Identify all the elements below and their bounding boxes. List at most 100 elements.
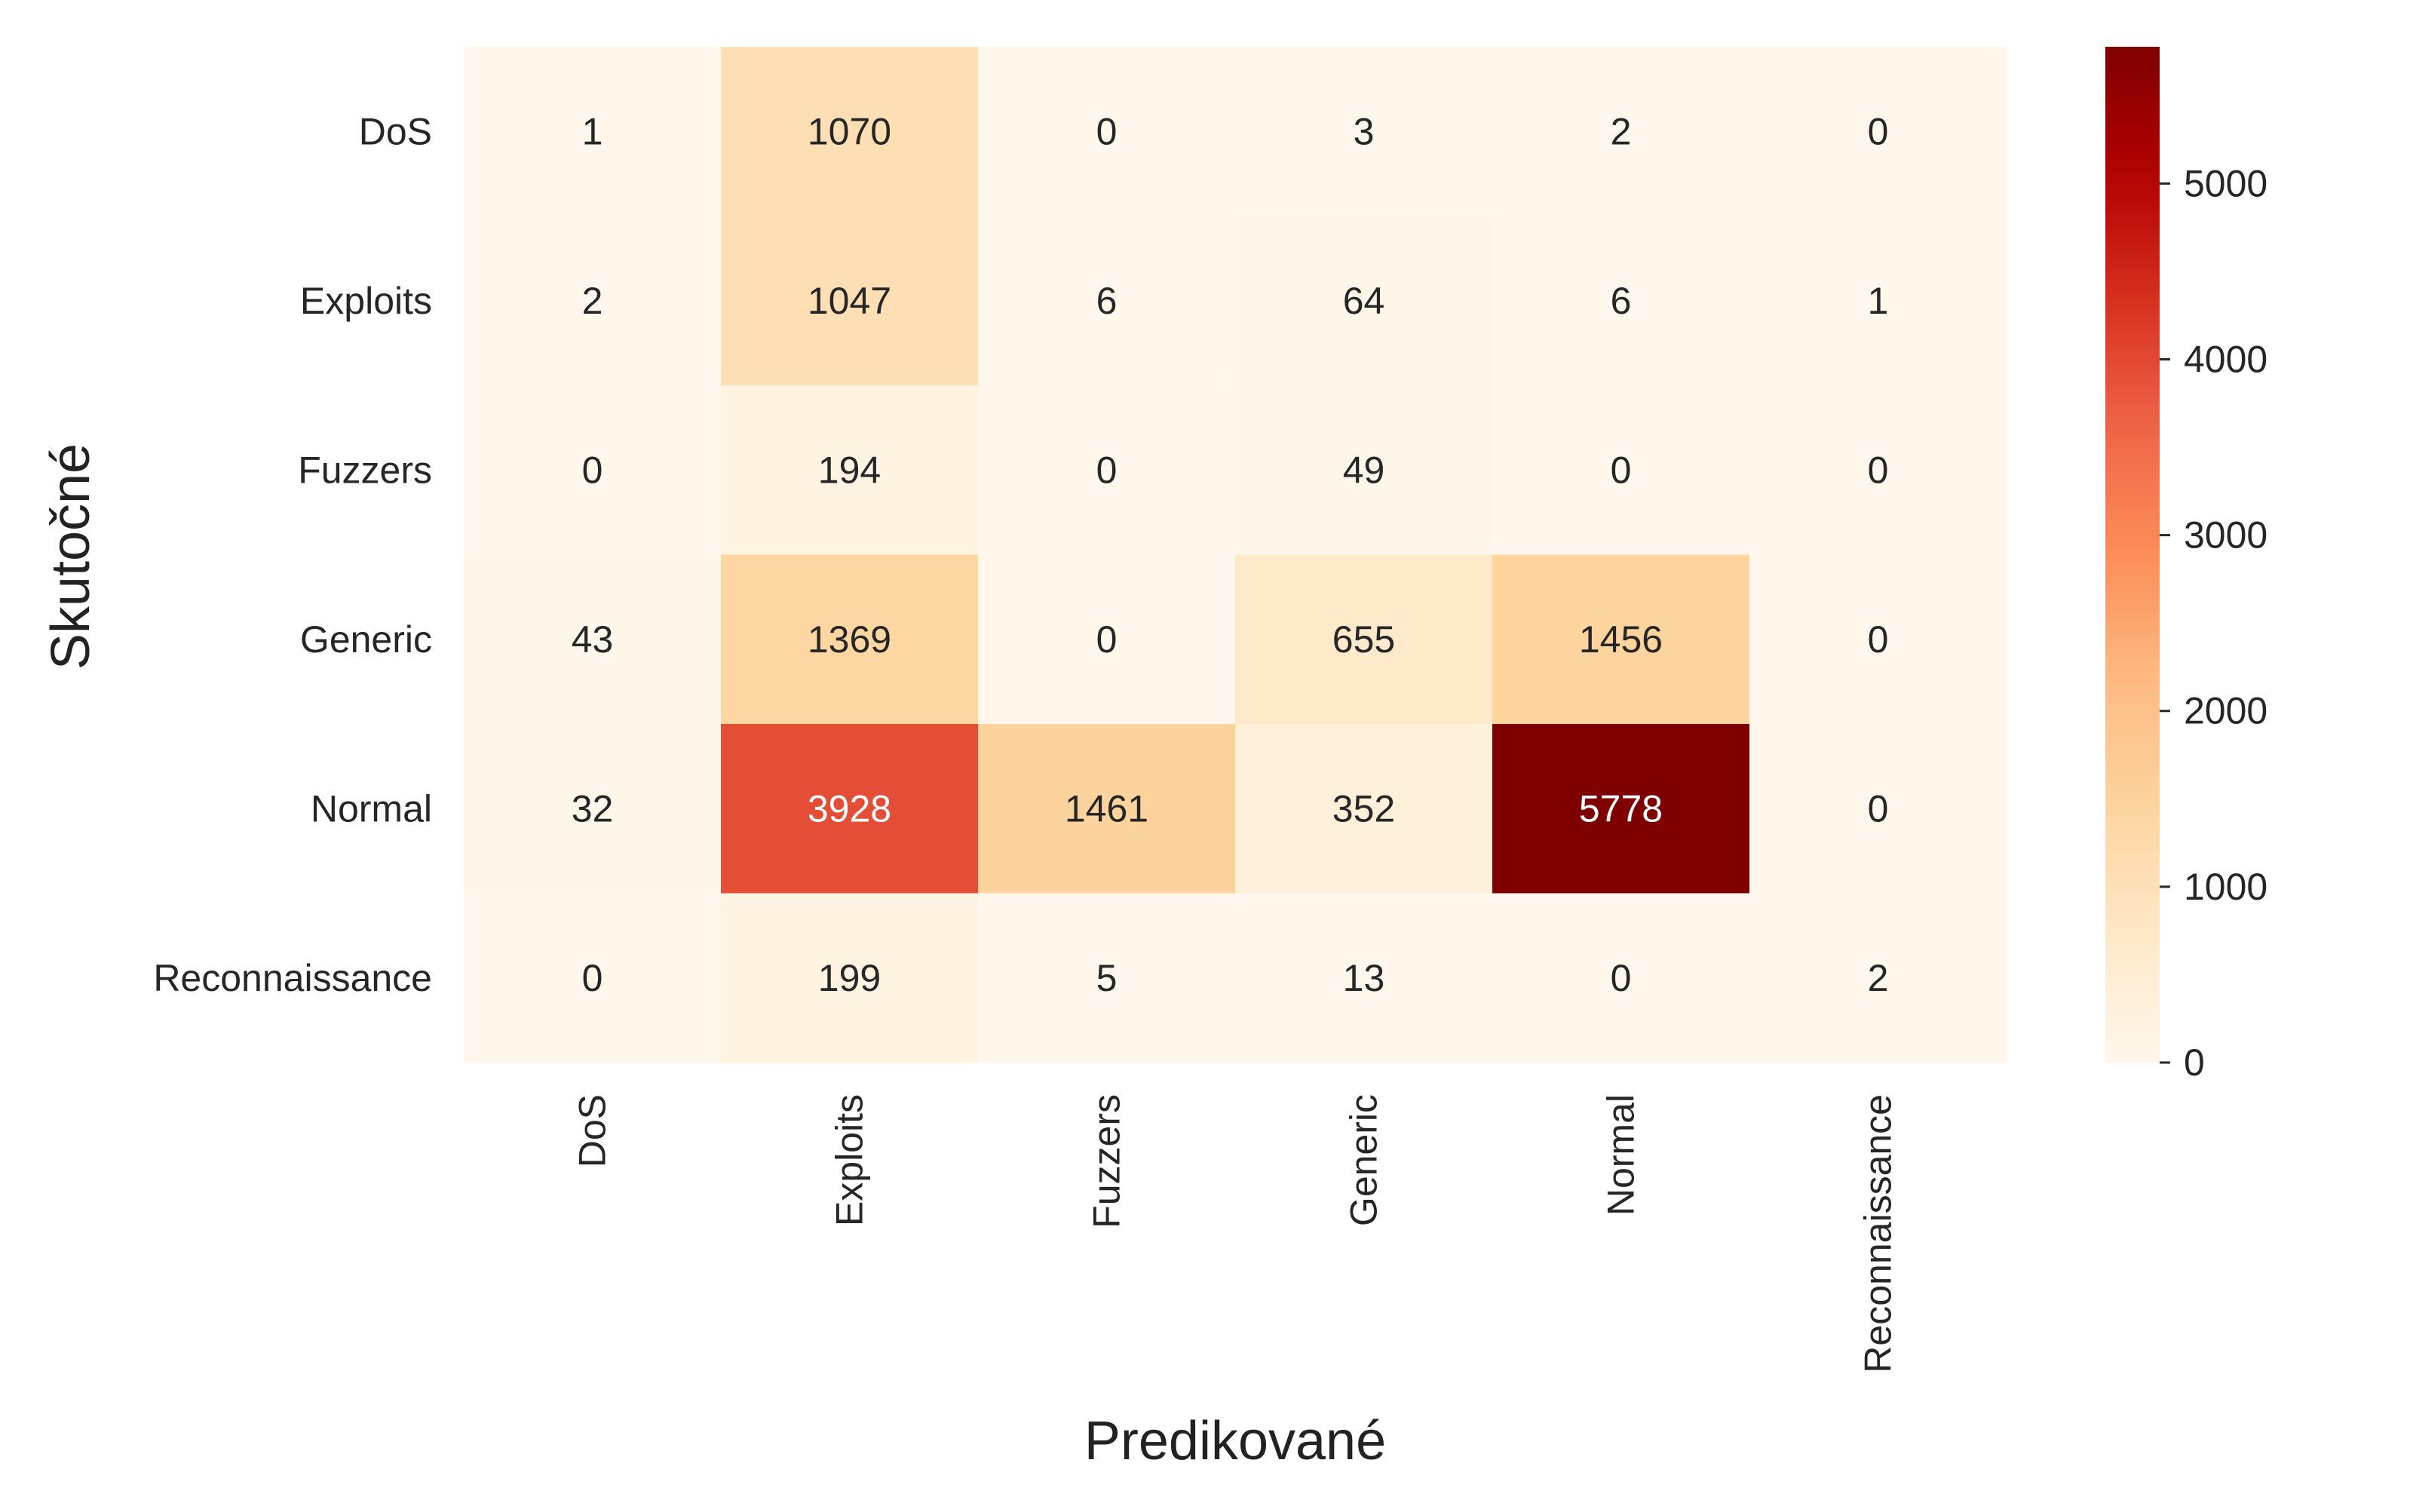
cell-value-2-3: 49 bbox=[1343, 449, 1385, 491]
colorbar-tick-label-0: 0 bbox=[2184, 1041, 2205, 1084]
colorbar-tick-label-4: 4000 bbox=[2184, 338, 2267, 380]
y-tick-label-0: DoS bbox=[359, 110, 432, 152]
cell-value-1-3: 64 bbox=[1343, 280, 1385, 322]
heatmap-cell-5-0 bbox=[464, 893, 722, 1063]
colorbar: 0 1000 2000 3000 4000 5000 bbox=[2105, 47, 2267, 1084]
heatmap-cell-5-4 bbox=[1492, 893, 1750, 1063]
heatmap-cell-5-3 bbox=[1235, 893, 1493, 1063]
heatmap-cell-1-1 bbox=[721, 216, 979, 386]
heatmap-cell-0-4 bbox=[1492, 47, 1750, 217]
cell-value-0-0: 1 bbox=[582, 110, 603, 152]
heatmap-cell-1-5 bbox=[1749, 216, 2007, 386]
heatmap-cell-2-5 bbox=[1749, 385, 2007, 556]
heatmap-cell-3-2 bbox=[978, 554, 1236, 725]
heatmap-cell-1-0 bbox=[464, 216, 722, 386]
x-tick-label-1: Exploits bbox=[829, 1094, 871, 1226]
heatmap-cell-3-1 bbox=[721, 554, 979, 725]
x-tick-labels: DoS Exploits Fuzzers Generic Normal Reconnais… bbox=[572, 1094, 1899, 1373]
heatmap-cell-4-4 bbox=[1492, 724, 1750, 894]
heatmap-cell-2-1 bbox=[721, 385, 979, 556]
x-tick-label-5: Reconnaissance bbox=[1857, 1094, 1899, 1373]
cell-value-5-4: 0 bbox=[1611, 957, 1632, 999]
cell-value-2-2: 0 bbox=[1096, 449, 1118, 491]
heatmap-cell-5-2 bbox=[978, 893, 1236, 1063]
cell-value-0-4: 2 bbox=[1611, 110, 1632, 152]
cell-value-3-3: 655 bbox=[1332, 618, 1395, 661]
colorbar-tick-label-3: 3000 bbox=[2184, 514, 2267, 557]
cell-value-1-1: 1047 bbox=[808, 280, 891, 322]
cell-value-5-1: 199 bbox=[818, 957, 881, 999]
cell-value-5-5: 2 bbox=[1868, 957, 1889, 999]
heatmap-cell-2-4 bbox=[1492, 385, 1750, 556]
cell-value-1-2: 6 bbox=[1096, 280, 1118, 322]
heatmap-cell-3-5 bbox=[1749, 554, 2007, 725]
y-tick-labels: DoS Exploits Fuzzers Generic Normal Reconnais… bbox=[153, 110, 432, 999]
cell-value-4-2: 1461 bbox=[1065, 787, 1148, 830]
heatmap-cell-0-5 bbox=[1749, 47, 2007, 217]
y-tick-label-2: Fuzzers bbox=[298, 449, 432, 491]
y-tick-label-3: Generic bbox=[300, 618, 432, 661]
heatmap-cell-2-0 bbox=[464, 385, 722, 556]
cell-annotations: 1 1070 0 3 2 02 1047 6 64 6 10 194 0 49 0 043 1369 0 655 14… bbox=[572, 110, 1889, 999]
cell-value-4-5: 0 bbox=[1868, 787, 1889, 830]
heatmap-cell-0-1 bbox=[721, 47, 979, 217]
cell-value-1-4: 6 bbox=[1611, 280, 1632, 322]
heatmap-cell-4-0 bbox=[464, 724, 722, 894]
heatmap-cell-1-3 bbox=[1235, 216, 1493, 386]
x-tick-label-3: Generic bbox=[1343, 1094, 1385, 1226]
cell-value-2-5: 0 bbox=[1868, 449, 1889, 491]
cell-value-1-5: 1 bbox=[1868, 280, 1889, 322]
heatmap-cell-0-3 bbox=[1235, 47, 1493, 217]
heatmap-cell-1-2 bbox=[978, 216, 1236, 386]
cell-value-2-1: 194 bbox=[818, 449, 881, 491]
cell-value-0-3: 3 bbox=[1354, 110, 1375, 152]
cell-value-3-0: 43 bbox=[572, 618, 614, 661]
heatmap-cell-1-4 bbox=[1492, 216, 1750, 386]
heatmap-cell-3-3 bbox=[1235, 554, 1493, 725]
colorbar-tick-label-5: 5000 bbox=[2184, 162, 2267, 204]
cell-value-5-0: 0 bbox=[582, 957, 603, 999]
heatmap-cell-0-0 bbox=[464, 47, 722, 217]
colorbar-gradient bbox=[2105, 47, 2160, 1063]
colorbar-tick-label-1: 1000 bbox=[2184, 866, 2267, 908]
heatmap-cell-4-5 bbox=[1749, 724, 2007, 894]
cell-value-3-1: 1369 bbox=[808, 618, 891, 661]
heatmap-cell-3-4 bbox=[1492, 554, 1750, 725]
heatmap-cells bbox=[464, 47, 2007, 1063]
heatmap-cell-0-2 bbox=[978, 47, 1236, 217]
cell-value-4-1: 3928 bbox=[808, 787, 891, 830]
heatmap-cell-4-3 bbox=[1235, 724, 1493, 894]
heatmap-cell-4-2 bbox=[978, 724, 1236, 894]
cell-value-3-4: 1456 bbox=[1579, 618, 1663, 661]
y-tick-label-4: Normal bbox=[311, 787, 432, 830]
heatmap-cell-4-1 bbox=[721, 724, 979, 894]
y-axis-label: Skutočné bbox=[41, 443, 101, 670]
heatmap-cell-5-1 bbox=[721, 893, 979, 1063]
x-axis-label: Predikované bbox=[1084, 1411, 1386, 1471]
cell-value-0-2: 0 bbox=[1096, 110, 1118, 152]
cell-value-3-2: 0 bbox=[1096, 618, 1118, 661]
cell-value-3-5: 0 bbox=[1868, 618, 1889, 661]
x-tick-label-4: Normal bbox=[1600, 1094, 1642, 1216]
heatmap-cell-5-5 bbox=[1749, 893, 2007, 1063]
cell-value-2-0: 0 bbox=[582, 449, 603, 491]
cell-value-4-3: 352 bbox=[1332, 787, 1395, 830]
heatmap-cell-2-2 bbox=[978, 385, 1236, 556]
cell-value-0-5: 0 bbox=[1868, 110, 1889, 152]
y-tick-label-1: Exploits bbox=[300, 280, 432, 322]
cell-value-5-3: 13 bbox=[1343, 957, 1385, 999]
heatmap-cell-3-0 bbox=[464, 554, 722, 725]
y-tick-label-5: Reconnaissance bbox=[153, 957, 432, 999]
cell-value-4-0: 32 bbox=[572, 787, 614, 830]
cell-value-4-4: 5778 bbox=[1579, 787, 1663, 830]
x-tick-label-0: DoS bbox=[572, 1094, 614, 1167]
cell-value-0-1: 1070 bbox=[808, 110, 891, 152]
x-tick-label-2: Fuzzers bbox=[1086, 1094, 1128, 1228]
cell-value-1-0: 2 bbox=[582, 280, 603, 322]
heatmap-cell-2-3 bbox=[1235, 385, 1493, 556]
cell-value-5-2: 5 bbox=[1096, 957, 1118, 999]
colorbar-tick-label-2: 2000 bbox=[2184, 690, 2267, 732]
cell-value-2-4: 0 bbox=[1611, 449, 1632, 491]
